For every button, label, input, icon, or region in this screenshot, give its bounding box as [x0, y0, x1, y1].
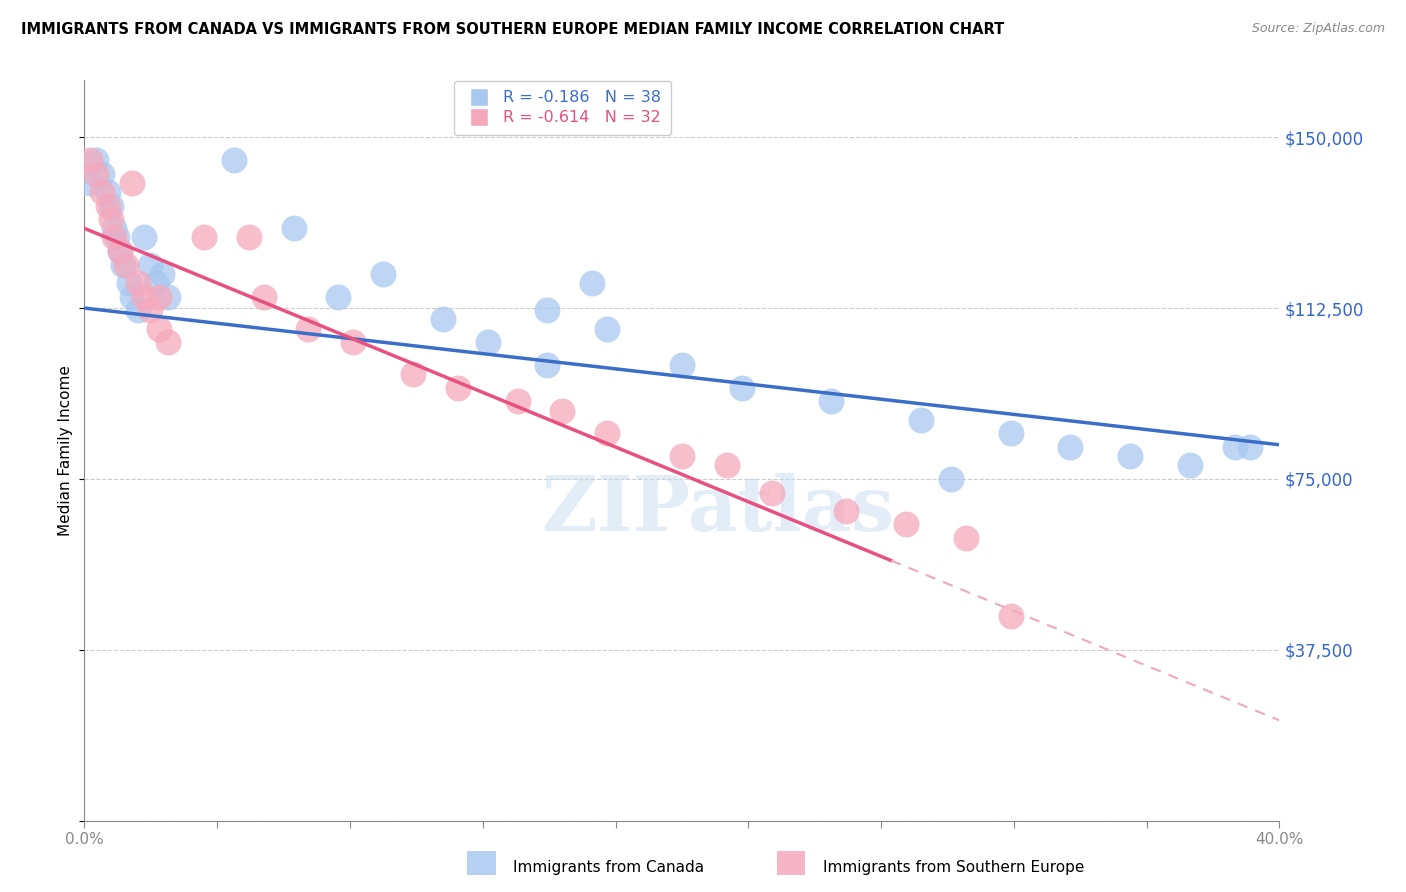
Point — [238, 230, 260, 244]
Point — [132, 230, 156, 244]
Point — [103, 221, 125, 235]
Point — [103, 230, 125, 244]
Point — [148, 321, 170, 335]
Point — [939, 472, 962, 486]
Text: Source: ZipAtlas.com: Source: ZipAtlas.com — [1251, 22, 1385, 36]
Text: IMMIGRANTS FROM CANADA VS IMMIGRANTS FROM SOUTHERN EUROPE MEDIAN FAMILY INCOME C: IMMIGRANTS FROM CANADA VS IMMIGRANTS FRO… — [21, 22, 1004, 37]
Point — [127, 303, 149, 318]
Point — [139, 258, 162, 272]
Point — [432, 312, 454, 326]
Point — [110, 244, 132, 259]
Point — [536, 358, 558, 372]
Point — [79, 153, 101, 167]
Point — [157, 290, 180, 304]
Point — [761, 485, 783, 500]
Point — [100, 212, 122, 227]
Bar — [778, 851, 806, 876]
Point — [581, 276, 603, 290]
Point — [447, 381, 470, 395]
Point — [110, 244, 132, 259]
Point — [1223, 440, 1246, 454]
Point — [100, 198, 122, 212]
Point — [297, 321, 319, 335]
Point — [477, 335, 499, 350]
Point — [328, 290, 350, 304]
Point — [1119, 449, 1142, 463]
Point — [79, 176, 101, 190]
Point — [253, 290, 276, 304]
Text: Immigrants from Southern Europe: Immigrants from Southern Europe — [823, 860, 1084, 874]
Point — [894, 517, 917, 532]
Point — [132, 290, 156, 304]
Point — [731, 381, 754, 395]
Point — [596, 426, 619, 441]
Point — [1239, 440, 1261, 454]
Point — [910, 413, 932, 427]
Point — [91, 185, 114, 199]
Point — [1178, 458, 1201, 473]
Point — [835, 504, 858, 518]
Point — [86, 167, 108, 181]
Y-axis label: Median Family Income: Median Family Income — [58, 365, 73, 536]
Point — [157, 335, 180, 350]
Point — [716, 458, 738, 473]
Point — [1000, 426, 1022, 441]
Point — [1059, 440, 1081, 454]
Point — [91, 167, 114, 181]
Point — [222, 153, 245, 167]
Point — [671, 449, 693, 463]
Point — [118, 276, 141, 290]
Point — [127, 276, 149, 290]
Point — [139, 303, 162, 318]
Text: Immigrants from Canada: Immigrants from Canada — [513, 860, 704, 874]
Point — [402, 367, 425, 381]
Point — [506, 394, 529, 409]
Point — [820, 394, 842, 409]
Point — [145, 276, 167, 290]
Point — [283, 221, 305, 235]
Point — [115, 258, 138, 272]
Point — [536, 303, 558, 318]
Point — [86, 153, 108, 167]
Point — [121, 290, 143, 304]
Legend: R = -0.186   N = 38, R = -0.614   N = 32: R = -0.186 N = 38, R = -0.614 N = 32 — [454, 81, 671, 135]
Bar — [467, 851, 496, 876]
Point — [105, 230, 128, 244]
Point — [150, 267, 173, 281]
Point — [551, 403, 574, 417]
Point — [596, 321, 619, 335]
Text: ZIPatlas: ZIPatlas — [541, 473, 894, 547]
Point — [671, 358, 693, 372]
Point — [373, 267, 395, 281]
Point — [193, 230, 215, 244]
Point — [97, 185, 120, 199]
Point — [97, 198, 120, 212]
Point — [342, 335, 364, 350]
Point — [955, 531, 977, 545]
Point — [121, 176, 143, 190]
Point — [148, 290, 170, 304]
Point — [112, 258, 135, 272]
Point — [1000, 608, 1022, 623]
